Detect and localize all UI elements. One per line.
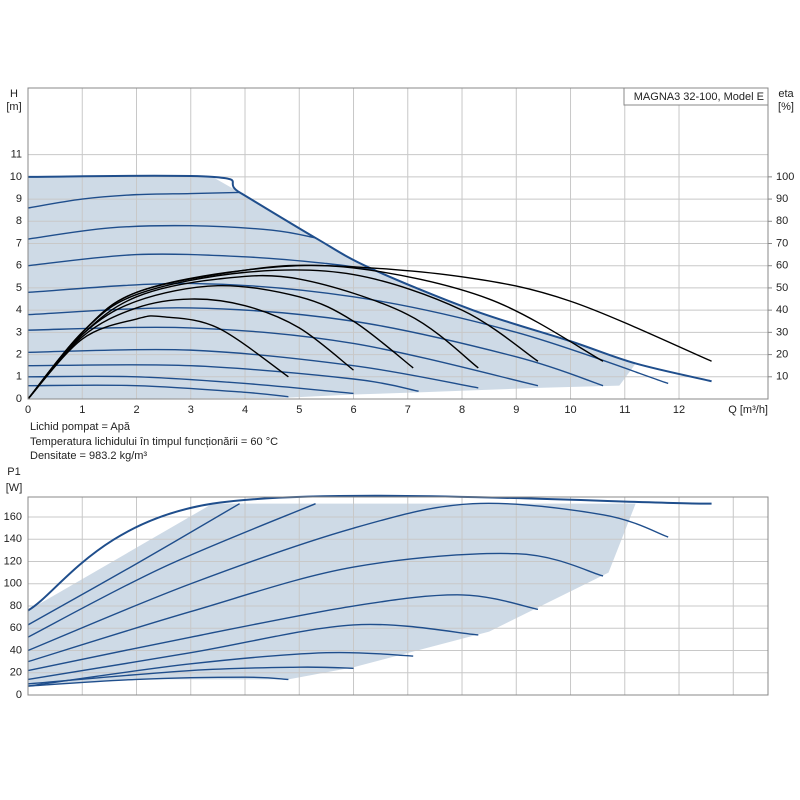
y-tick-label: 9	[16, 193, 22, 205]
y-tick-label: 60	[10, 622, 22, 634]
x-tick-label: 12	[673, 404, 685, 416]
x-tick-label: 10	[564, 404, 576, 416]
y-axis-label: H	[10, 88, 18, 100]
y-axis-label: P1	[7, 466, 20, 478]
line-layer	[27, 174, 712, 687]
pump-curve	[27, 307, 604, 387]
pump-curve	[27, 363, 419, 392]
y-tick-label: 10	[10, 171, 22, 183]
y2-axis-unit: [%]	[778, 101, 794, 113]
pump-curve	[27, 191, 240, 209]
pump-curve	[27, 594, 539, 672]
operating-area	[28, 503, 636, 687]
x-tick-label: 9	[513, 404, 519, 416]
y-tick-label: 160	[4, 511, 22, 523]
y2-tick-label: 100	[776, 171, 794, 183]
y-tick-label: 2	[16, 348, 22, 360]
y-tick-label: 40	[10, 644, 22, 656]
x-tick-label: 3	[188, 404, 194, 416]
y2-tick-label: 10	[776, 371, 788, 383]
y-tick-label: 3	[16, 326, 22, 338]
pump-curve	[27, 384, 289, 398]
chart-title: MAGNA3 32-100, Model E	[634, 91, 764, 103]
note: Temperatura lichidului în timpul funcțio…	[30, 436, 278, 448]
y2-tick-label: 30	[776, 326, 788, 338]
x-tick-label: 4	[242, 404, 248, 416]
pump-curve	[27, 502, 669, 652]
y-tick-label: 0	[16, 393, 22, 405]
x-tick-label: 2	[133, 404, 139, 416]
y-axis-unit: [W]	[6, 482, 23, 494]
pump-curve	[27, 651, 414, 687]
y-tick-label: 120	[4, 555, 22, 567]
y-tick-label: 80	[10, 600, 22, 612]
y-tick-label: 7	[16, 237, 22, 249]
pump-curve	[27, 375, 354, 395]
y-tick-label: 11	[11, 149, 22, 161]
y-tick-label: 1	[16, 371, 22, 383]
x-tick-label: 8	[459, 404, 465, 416]
y2-tick-label: 40	[776, 304, 788, 316]
y2-tick-label: 60	[776, 260, 788, 272]
efficiency-curve	[27, 315, 289, 400]
note: Densitate = 983.2 kg/m³	[30, 450, 147, 462]
y-tick-label: 6	[16, 260, 22, 272]
y2-tick-label: 20	[776, 348, 788, 360]
y-tick-label: 100	[4, 578, 22, 590]
y-tick-label: 8	[16, 215, 22, 227]
y-tick-label: 0	[16, 689, 22, 701]
y-tick-label: 4	[16, 304, 22, 316]
x-tick-label: 11	[619, 404, 630, 416]
pump-curve	[27, 253, 376, 271]
pump-curve	[27, 494, 712, 612]
x-tick-label: 6	[350, 404, 356, 416]
pump-curve	[27, 623, 479, 681]
x-tick-label: 0	[25, 404, 31, 416]
pump-curve	[27, 282, 669, 385]
pump-curve	[27, 348, 479, 389]
x-tick-label: 5	[296, 404, 302, 416]
y-tick-label: 20	[10, 667, 22, 679]
pump-curve	[27, 666, 354, 685]
y2-tick-label: 70	[776, 237, 788, 249]
y2-tick-label: 90	[776, 193, 788, 205]
x-tick-label: 1	[79, 404, 85, 416]
pump-curve	[27, 503, 240, 626]
pump-curve	[27, 552, 604, 663]
y-tick-label: 140	[4, 533, 22, 545]
x-axis-label: Q [m³/h]	[728, 404, 768, 416]
pump-curve	[27, 676, 289, 687]
efficiency-curve	[27, 298, 354, 400]
note: Lichid pompat = Apă	[30, 421, 131, 433]
efficiency-curve	[27, 264, 712, 400]
efficiency-curve	[27, 274, 479, 400]
y-tick-label: 5	[16, 282, 22, 294]
y2-tick-label: 50	[776, 282, 788, 294]
x-tick-label: 7	[405, 404, 411, 416]
y2-tick-label: 80	[776, 215, 788, 227]
pump-curve	[27, 503, 316, 638]
y-axis-unit: [m]	[6, 101, 21, 113]
title-box	[623, 87, 769, 106]
plot-frame	[27, 496, 769, 696]
pump-curve	[27, 224, 316, 240]
y2-axis-label: eta	[778, 88, 794, 100]
